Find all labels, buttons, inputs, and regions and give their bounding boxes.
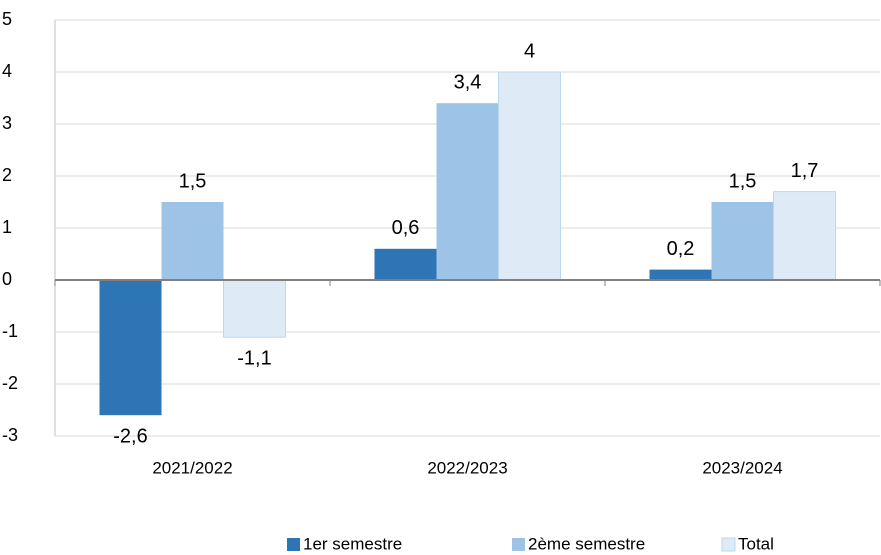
- y-tick-label: 2: [2, 165, 12, 185]
- bar: [374, 248, 437, 280]
- data-label: 0,2: [667, 238, 695, 260]
- y-tick-label: 1: [2, 217, 12, 237]
- legend-label: Total: [738, 534, 774, 553]
- bar: [773, 191, 836, 281]
- bar: [498, 71, 561, 281]
- bar: [711, 202, 774, 280]
- data-label: -1,1: [237, 347, 271, 369]
- data-label: 1,5: [179, 170, 207, 192]
- y-tick-label: 5: [2, 9, 12, 29]
- data-label: 1,7: [791, 160, 819, 182]
- data-label: -2,6: [113, 425, 147, 447]
- legend-label: 2ème semestre: [528, 534, 645, 553]
- y-tick-label: -1: [2, 321, 18, 341]
- x-tick-label: 2022/2023: [427, 458, 507, 477]
- legend-swatch: [287, 538, 300, 551]
- bar: [649, 269, 712, 280]
- y-tick-label: 4: [2, 61, 12, 81]
- bar: [161, 202, 224, 280]
- y-tick-label: -3: [2, 425, 18, 445]
- legend-label: 1er semestre: [303, 534, 402, 553]
- data-label: 3,4: [454, 71, 482, 93]
- y-tick-label: -2: [2, 373, 18, 393]
- data-label: 4: [524, 40, 535, 62]
- y-tick-label: 3: [2, 113, 12, 133]
- x-tick-label: 2023/2024: [702, 458, 782, 477]
- data-label: 0,6: [392, 217, 420, 239]
- bar: [223, 279, 286, 338]
- y-tick-label: 0: [2, 269, 12, 289]
- legend-swatch: [512, 538, 525, 551]
- x-tick-label: 2021/2022: [152, 458, 232, 477]
- legend-swatch: [721, 537, 736, 552]
- bar: [436, 103, 499, 280]
- bar: [99, 280, 162, 416]
- data-label: 1,5: [729, 170, 757, 192]
